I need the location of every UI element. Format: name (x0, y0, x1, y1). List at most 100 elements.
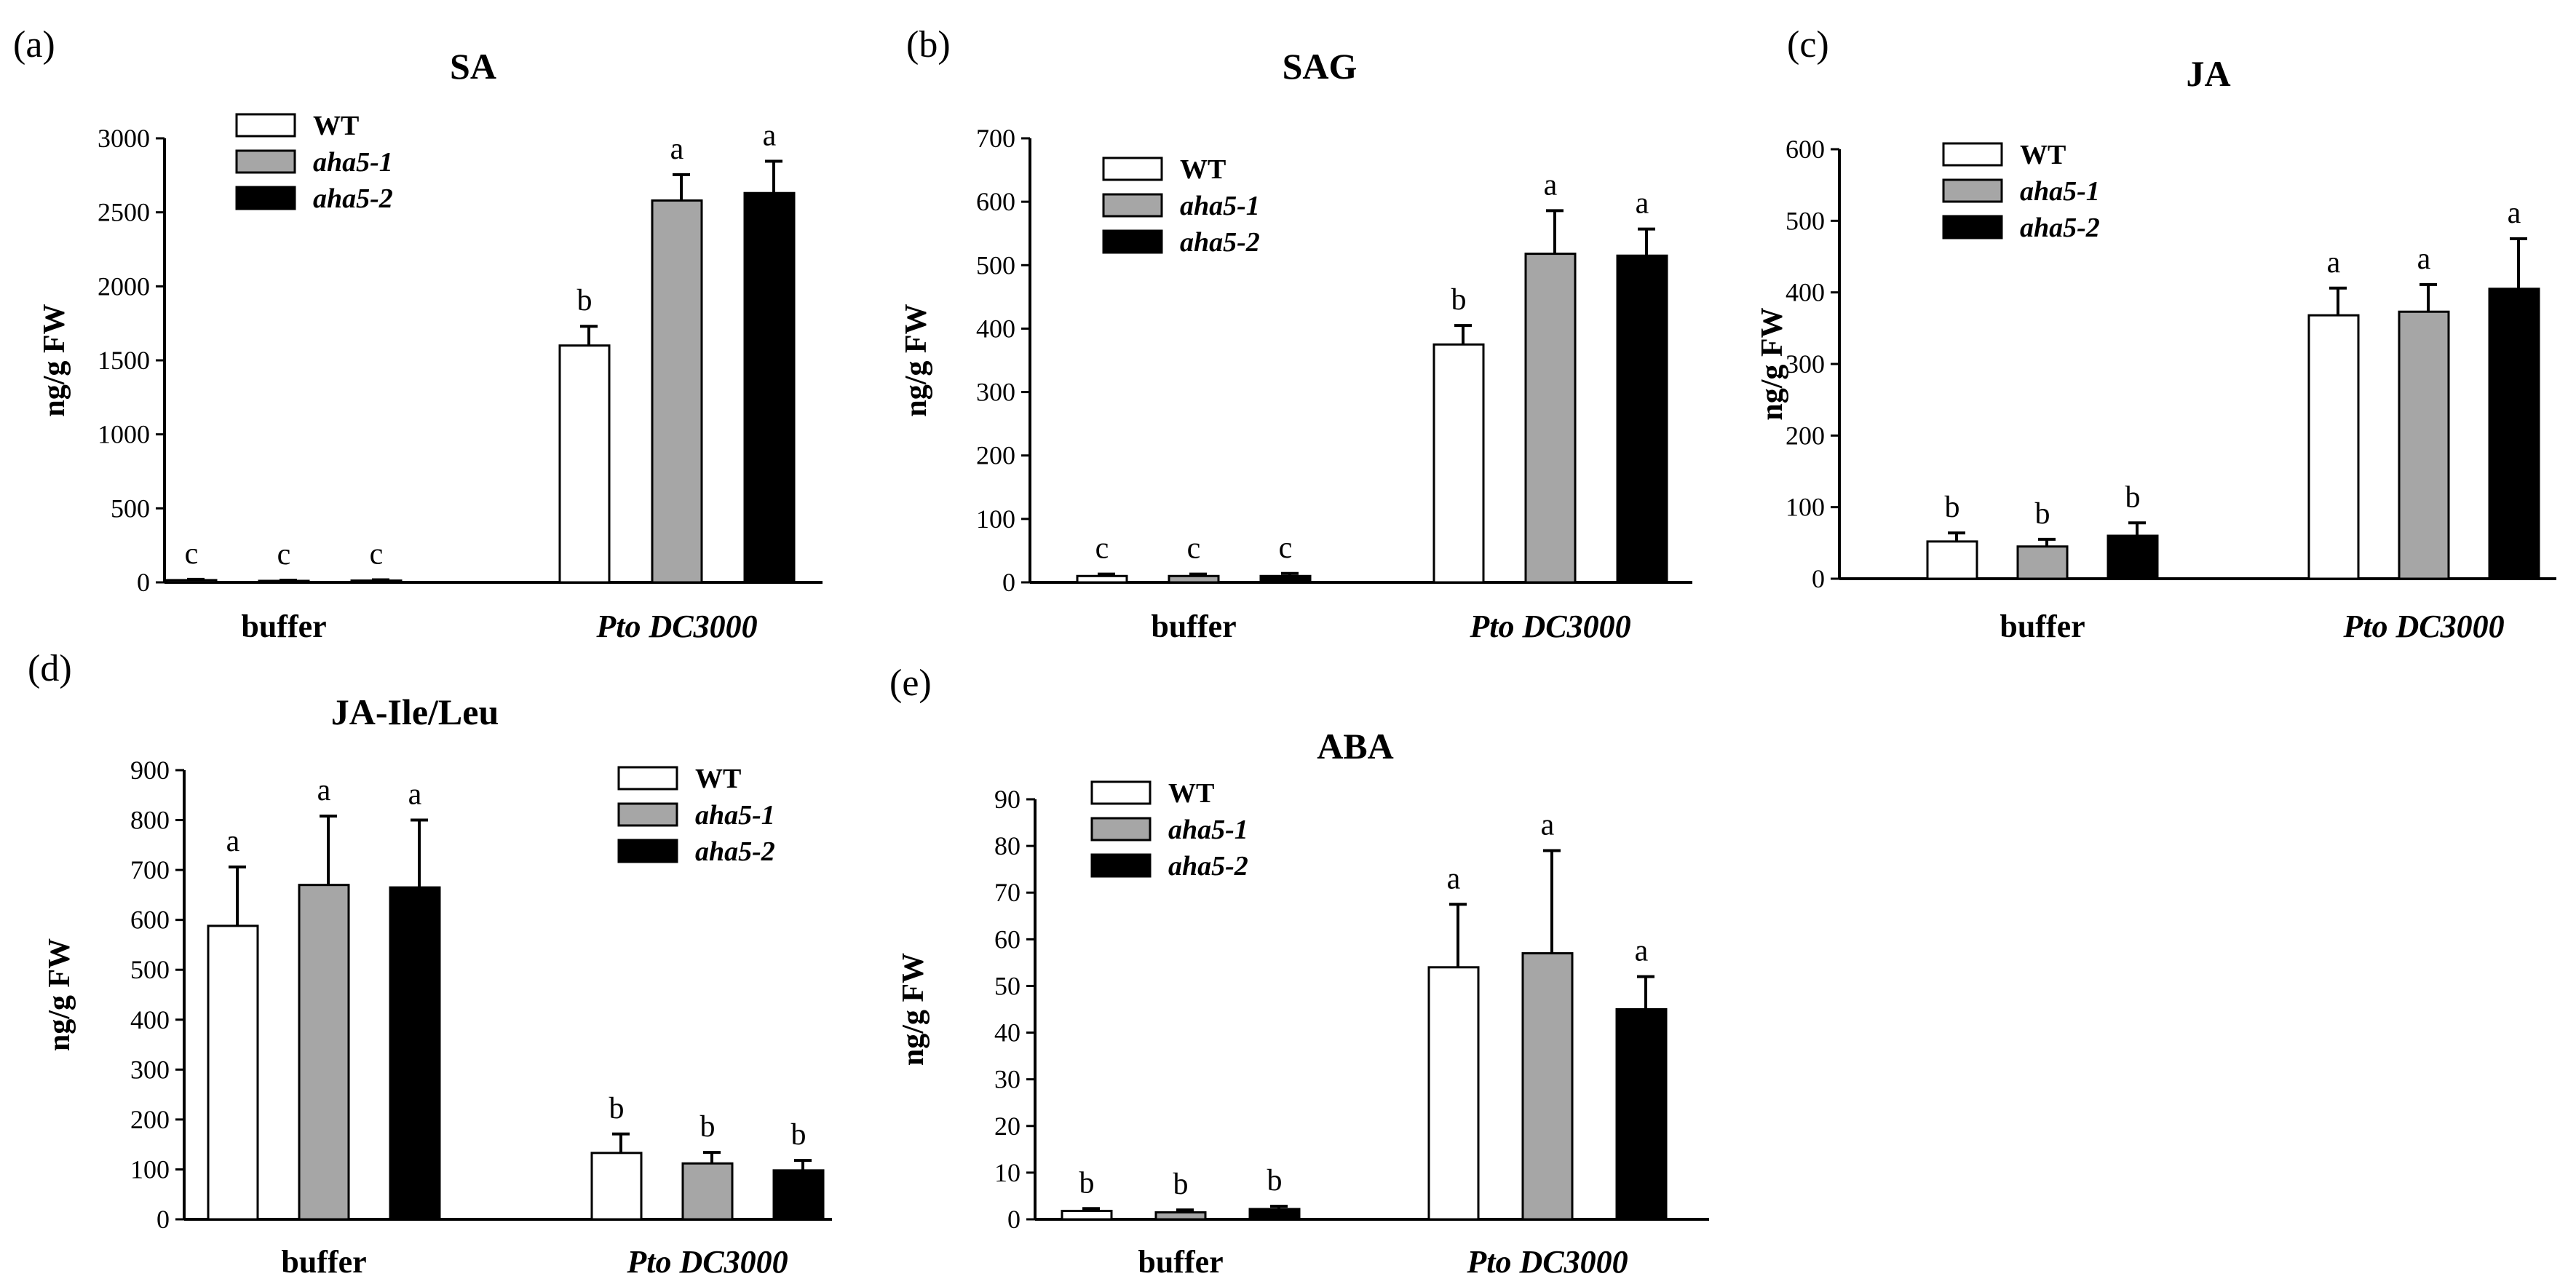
y-tick-label: 600 (1786, 135, 1825, 164)
x-category-label: buffer (1151, 609, 1236, 644)
bar-aha5-2-pto (2488, 288, 2540, 580)
legend-swatch (235, 113, 296, 138)
y-tick-label: 30 (994, 1065, 1021, 1094)
y-tick-label: 600 (130, 906, 170, 935)
y-tick-label: 100 (1786, 493, 1825, 522)
bar-aha5-2-buffer (1259, 574, 1312, 584)
significance-letter: a (1447, 862, 1461, 895)
bar-WT-pto (590, 1152, 643, 1221)
legend-swatch (1102, 157, 1163, 181)
y-tick-label: 0 (1812, 564, 1825, 593)
legend-swatch (617, 839, 678, 863)
y-axis-label: ng/g FW (897, 953, 930, 1066)
panel-label: (d) (28, 648, 72, 689)
significance-letter: b (1173, 1168, 1189, 1201)
y-tick-label: 400 (976, 314, 1015, 343)
bar-aha5-2-buffer (389, 886, 441, 1221)
y-tick-label: 900 (130, 756, 170, 785)
significance-letter: b (700, 1110, 716, 1144)
x-category-label: Pto DC3000 (1466, 1244, 1628, 1280)
legend-label: WT (1168, 778, 1214, 809)
y-tick-label: 300 (130, 1055, 170, 1084)
significance-letter: c (370, 538, 384, 571)
bar-aha5-2-buffer (350, 579, 403, 584)
significance-letter: c (1279, 531, 1293, 565)
significance-letter: b (791, 1118, 807, 1152)
significance-letter: b (577, 284, 593, 317)
significance-letter: a (317, 774, 331, 807)
bar-aha5-1-pto (1521, 952, 1574, 1221)
chart-title: SAG (1283, 46, 1358, 87)
significance-letter: c (1095, 532, 1109, 566)
significance-letter: a (1636, 187, 1649, 221)
legend: WT aha5-1 aha5-2 (1942, 140, 2100, 243)
legend: WT aha5-1 aha5-2 (235, 111, 393, 214)
bar-aha5-1-pto (651, 199, 703, 584)
y-tick-label: 500 (130, 955, 170, 984)
legend-label: aha5-1 (313, 147, 393, 178)
legend-swatch (1102, 229, 1163, 254)
y-tick-label: 70 (994, 878, 1021, 907)
significance-letter: b (2125, 480, 2141, 514)
x-category-label: Pto DC3000 (1469, 609, 1630, 644)
x-category-label: buffer (281, 1244, 366, 1280)
significance-letter: a (763, 119, 777, 153)
y-tick-label: 0 (1007, 1205, 1021, 1234)
significance-letter: a (1635, 935, 1649, 968)
legend-label: WT (313, 111, 359, 141)
significance-letter: c (1187, 532, 1201, 566)
y-tick-label: 200 (976, 441, 1015, 470)
y-tick-label: 100 (976, 504, 1015, 534)
legend-label: aha5-2 (1180, 227, 1260, 258)
legend-swatch (1090, 853, 1152, 878)
legend-label: WT (1180, 154, 1226, 185)
legend-label: WT (695, 764, 741, 794)
x-category-label: buffer (2000, 609, 2085, 644)
x-category-label: buffer (1138, 1244, 1223, 1280)
y-tick-label: 60 (994, 924, 1021, 954)
legend-label: aha5-2 (695, 836, 775, 867)
legend-swatch (235, 149, 296, 174)
bar-aha5-2-pto (772, 1169, 825, 1221)
significance-letter: a (1541, 809, 1555, 842)
panel-label: (e) (889, 662, 932, 704)
y-tick-label: 500 (976, 250, 1015, 280)
legend-label: aha5-1 (2020, 176, 2100, 207)
bar-aha5-2-buffer (1248, 1208, 1301, 1221)
chart-panel-3: (c) JA ng/g FW 0 100 200 300 400 500 600 buffer Pto… (1756, 24, 2556, 644)
legend-swatch (1102, 193, 1163, 218)
y-tick-label: 700 (976, 124, 1015, 153)
bar-aha5-1-buffer (1154, 1211, 1207, 1221)
y-tick-label: 40 (994, 1018, 1021, 1048)
bar-WT-pto (2307, 314, 2360, 580)
y-tick-label: 400 (130, 1005, 170, 1034)
x-category-label: Pto DC3000 (2342, 609, 2504, 644)
y-tick-label: 400 (1786, 278, 1825, 307)
chart-panel-2: (b) SAG ng/g FW 0 100 200 300 400 500 600 700 buffe… (900, 24, 1692, 644)
y-tick-label: 300 (1786, 349, 1825, 379)
bar-aha5-2-pto (1616, 254, 1668, 584)
legend-label: WT (2020, 140, 2066, 170)
legend-label: aha5-1 (1180, 191, 1260, 221)
y-tick-label: 0 (1002, 568, 1015, 597)
legend-swatch (1090, 817, 1152, 842)
y-tick-label: 90 (994, 785, 1021, 814)
significance-letter: a (2417, 242, 2431, 276)
chart-panel-1: (a) SA ng/g FW 0 500 1000 1500 2000 2500 3000 buff… (13, 24, 823, 644)
y-axis-label: ng/g FW (900, 304, 933, 416)
y-tick-label: 500 (1786, 206, 1825, 235)
chart-title: JA (2186, 53, 2230, 94)
legend-label: aha5-1 (695, 800, 775, 831)
bar-WT-buffer (1926, 540, 1978, 580)
y-tick-label: 500 (111, 494, 150, 523)
y-tick-label: 3000 (98, 124, 150, 153)
significance-letter: a (2327, 246, 2341, 280)
legend-label: aha5-2 (2020, 213, 2100, 243)
y-tick-label: 600 (976, 187, 1015, 216)
significance-letter: b (1945, 491, 1960, 524)
legend-swatch (1942, 142, 2003, 167)
y-tick-label: 2000 (98, 272, 150, 301)
legend-label: aha5-1 (1168, 815, 1248, 845)
bar-aha5-2-pto (1615, 1008, 1668, 1221)
